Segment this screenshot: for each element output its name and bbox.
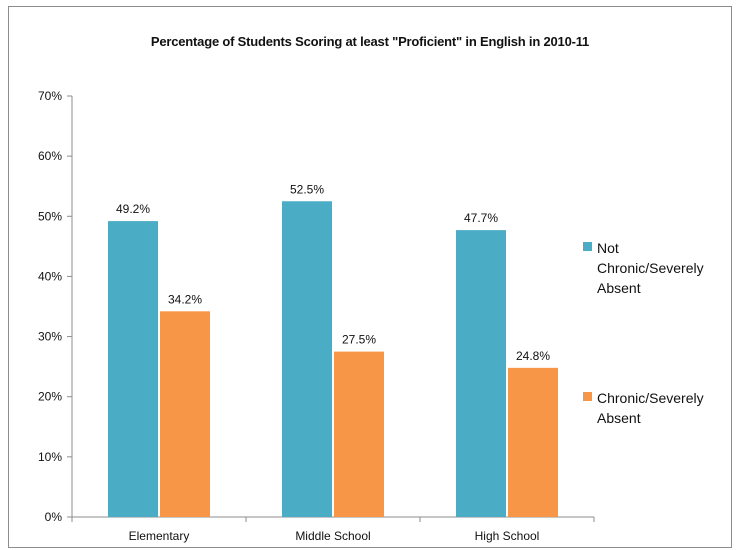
x-tick-label: Elementary [129, 529, 190, 543]
bar [108, 221, 158, 517]
chart-title: Percentage of Students Scoring at least … [150, 34, 590, 49]
y-tick-label: 0% [45, 510, 63, 524]
legend-swatch-chronic [583, 392, 592, 401]
y-tick-label: 30% [38, 330, 62, 344]
data-label: 34.2% [168, 292, 202, 306]
bar [508, 367, 558, 517]
legend-swatch-not-chronic [583, 242, 592, 251]
y-tick-label: 70% [38, 89, 62, 103]
x-tick-label: Middle School [295, 529, 370, 543]
bar [456, 230, 506, 517]
legend-label-not-chronic: Not Chronic/Severely Absent [597, 240, 704, 296]
bar [282, 201, 332, 517]
y-tick-label: 50% [38, 209, 62, 223]
bar [334, 351, 384, 517]
bar [160, 311, 210, 517]
data-label: 47.7% [464, 211, 498, 225]
data-label: 24.8% [516, 349, 550, 363]
data-label: 49.2% [116, 202, 150, 216]
y-tick-label: 60% [38, 149, 62, 163]
legend-label-chronic: Chronic/Severely Absent [597, 390, 704, 426]
y-tick-label: 20% [38, 390, 62, 404]
data-label: 52.5% [290, 182, 324, 196]
data-label: 27.5% [342, 333, 376, 347]
y-tick-label: 40% [38, 269, 62, 283]
y-tick-label: 10% [38, 450, 62, 464]
x-tick-label: High School [475, 529, 540, 543]
